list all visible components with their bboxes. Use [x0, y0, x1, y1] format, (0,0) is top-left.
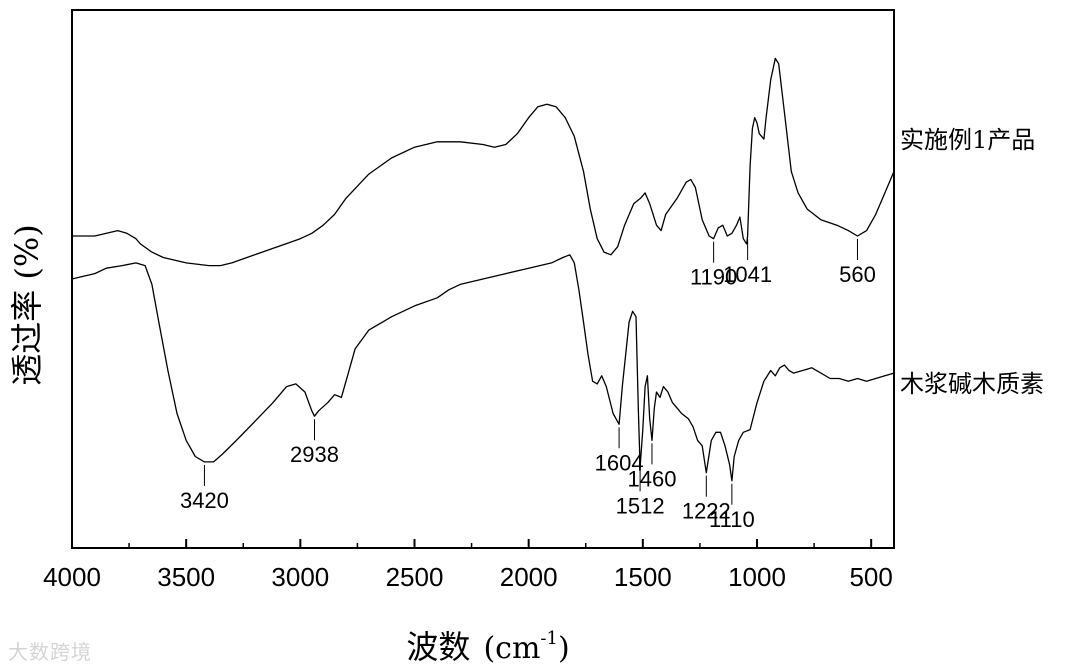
- y-axis-title: 透过率 (%): [8, 224, 46, 386]
- x-axis-title-unit: (cm: [483, 631, 540, 666]
- x-axis-ticks: 4000 3500 3000 2500 2000 1500 1000 500: [43, 539, 893, 592]
- x-tick-label: 3500: [157, 562, 215, 592]
- peak-annotation-label: 1190: [690, 265, 737, 290]
- peak-annotation-label: 1460: [627, 466, 676, 491]
- peak-annotation-label: 1512: [616, 493, 665, 518]
- x-tick-label: 4000: [43, 562, 101, 592]
- peak-annotation-label: 1110: [709, 507, 755, 532]
- series-label-product: 实施例1产品: [900, 126, 1035, 154]
- x-tick-label: 1000: [728, 562, 786, 592]
- peak-annotation-label: 1041: [723, 262, 772, 287]
- x-tick-label: 2000: [500, 562, 558, 592]
- x-tick-label: 3000: [271, 562, 329, 592]
- series-label-lignin: 木浆碱木质素: [900, 370, 1044, 398]
- series-line-product: [72, 57, 895, 267]
- x-axis-title-close: ): [558, 631, 570, 666]
- peak-annotation-label: 1222: [682, 499, 731, 524]
- watermark: 大数跨境: [8, 640, 92, 664]
- x-tick-label: 1500: [614, 562, 672, 592]
- x-axis-title-sup: -1: [540, 628, 558, 649]
- peak-annotation-label: 1604: [595, 450, 644, 475]
- x-axis-title-main: 波数: [406, 628, 470, 666]
- peak-annotation-label: 3420: [180, 488, 229, 513]
- peak-annotation-label: 2938: [290, 442, 339, 467]
- peak-annotation-label: 560: [839, 262, 876, 287]
- x-axis-title: 波数 (cm-1): [406, 628, 569, 666]
- series-line-lignin: [71, 254, 895, 482]
- series-layer: [71, 57, 895, 482]
- x-tick-label: 500: [849, 562, 892, 592]
- x-tick-label: 2500: [386, 562, 444, 592]
